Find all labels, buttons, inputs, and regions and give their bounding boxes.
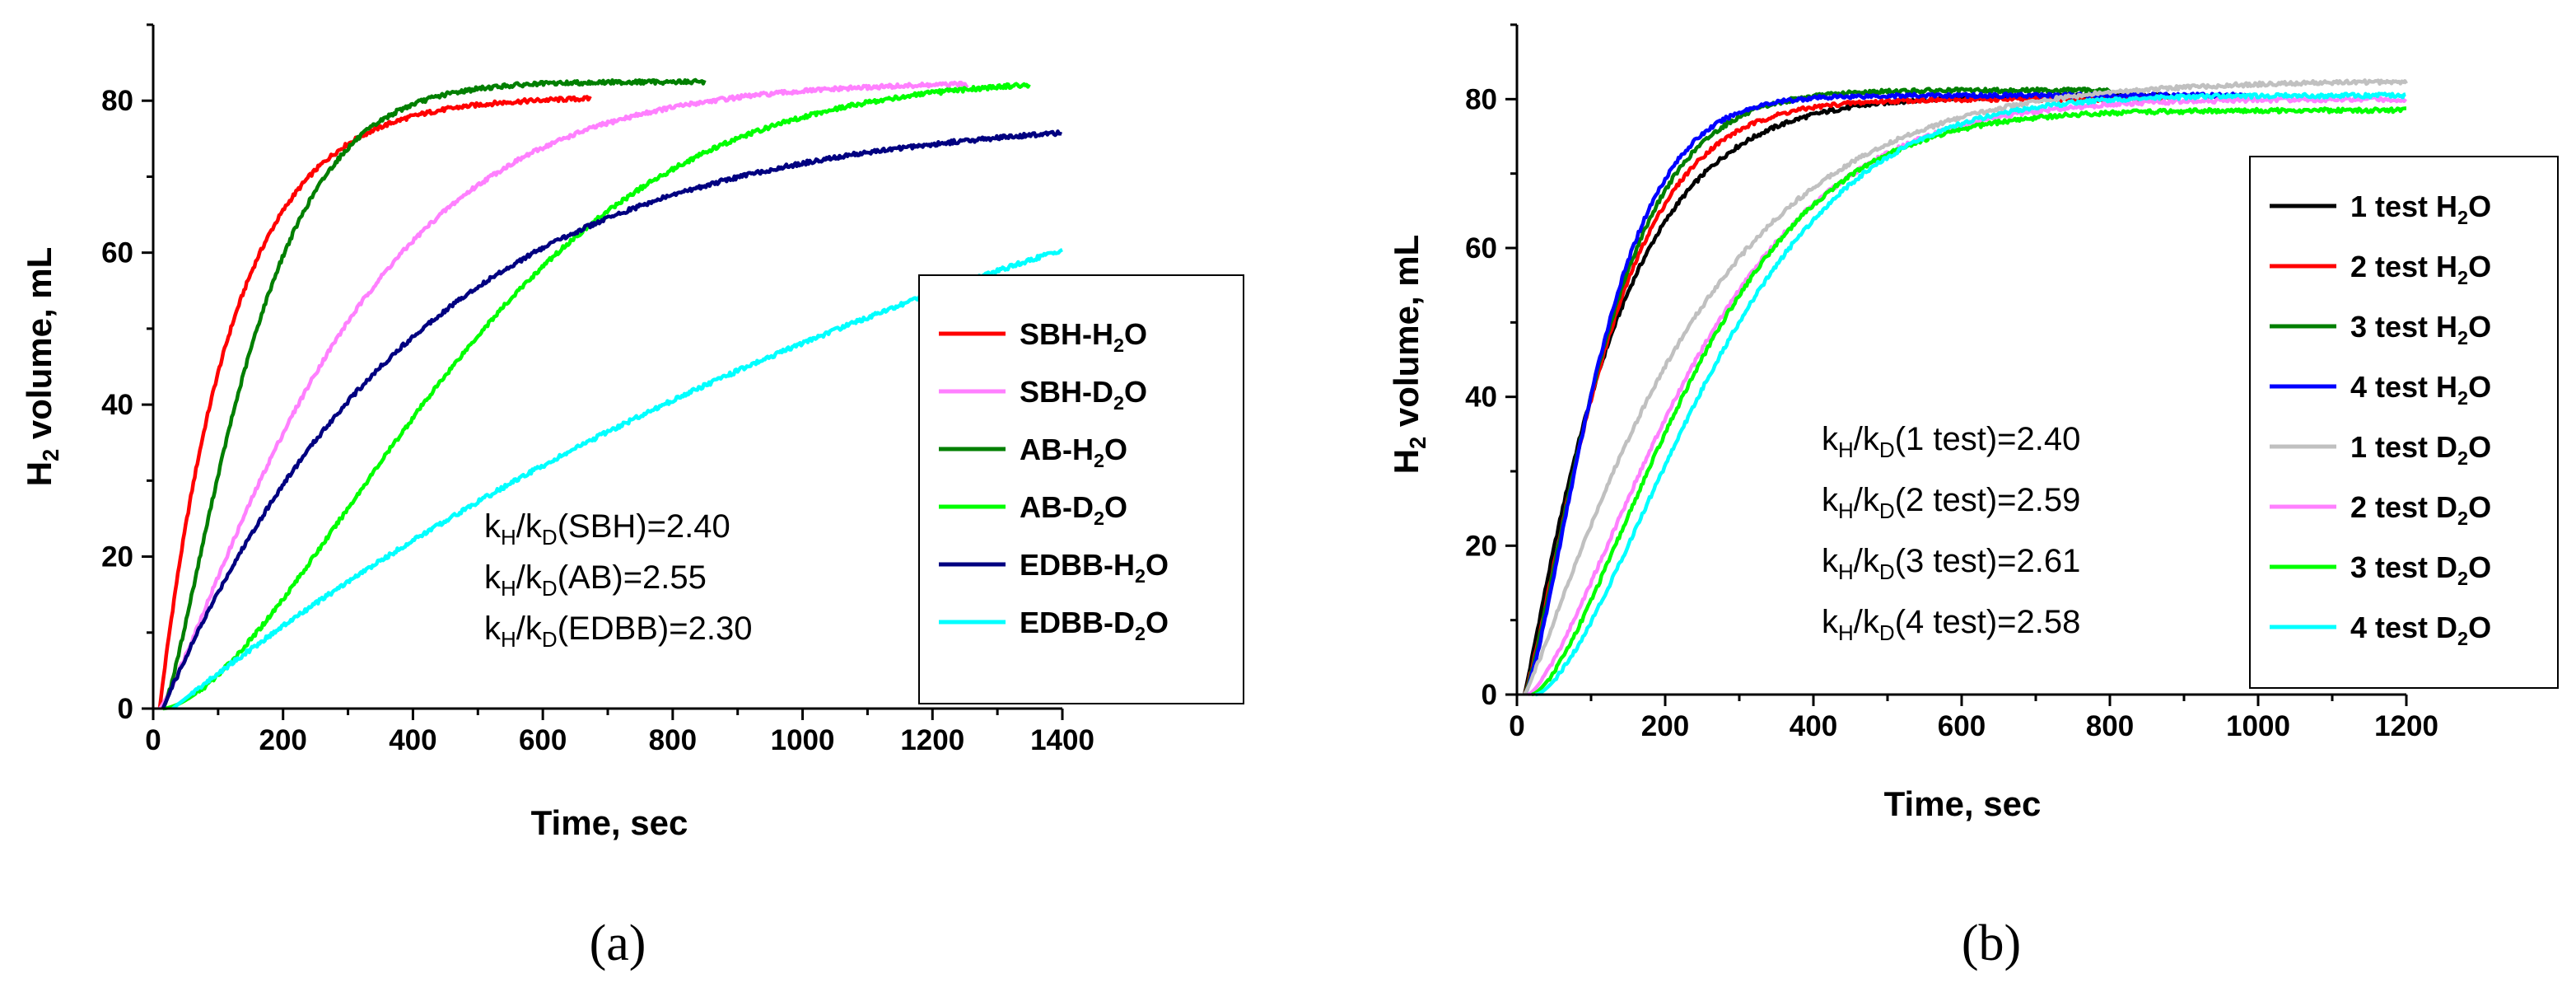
x-tick-label: 200 <box>1641 710 1689 742</box>
y-tick-label: 20 <box>1465 530 1497 562</box>
legend-entry-label: SBH-H2O <box>1020 317 1147 356</box>
legend-entry-label: AB-H2O <box>1020 433 1127 471</box>
legend-entry-label: 4 test H2O <box>2350 370 2491 409</box>
y-tick-label: 40 <box>101 389 133 421</box>
y-tick-label: 60 <box>1465 232 1497 264</box>
panel-label: (a) <box>590 915 646 971</box>
x-tick-label: 1200 <box>2374 710 2438 742</box>
x-tick-label: 800 <box>2086 710 2134 742</box>
y-tick-label: 60 <box>101 237 133 269</box>
legend-entry-label: 1 test H2O <box>2350 190 2491 228</box>
series-line-ab-d2o <box>162 82 1031 711</box>
chart-b: 0 200 400 600 800 1000 1200 0 20 40 60 80 Time, sec H… <box>1387 23 2559 971</box>
x-tick-label: 1000 <box>771 724 835 756</box>
x-tick-label: 400 <box>1790 710 1837 742</box>
legend-entry-label: 4 test D2O <box>2350 611 2491 649</box>
series-line-1-test-d2o <box>1523 78 2408 696</box>
legend-entry-label: SBH-D2O <box>1020 375 1147 414</box>
legend-entry-label: EDBB-H2O <box>1020 548 1169 587</box>
series-line-4-test-h2o <box>1523 91 2248 696</box>
x-tick-label: 1400 <box>1030 724 1094 756</box>
y-tick-label: 80 <box>1465 83 1497 115</box>
x-tick-label: 1200 <box>900 724 964 756</box>
legend-entry-label: 2 test H2O <box>2350 250 2491 288</box>
y-tick-label: 80 <box>101 85 133 117</box>
x-tick-label: 0 <box>145 724 161 756</box>
panel-label: (b) <box>1962 915 2021 971</box>
y-axis-label: H2 volume, mL <box>20 247 63 487</box>
legend-entry-label: 1 test D2O <box>2350 430 2491 469</box>
series-line-edbb-d2o <box>171 248 1063 710</box>
legend-entry-label: 2 test D2O <box>2350 490 2491 529</box>
kinetic-isotope-annotation: kH/kD(1 test)=2.40 <box>1822 421 2080 462</box>
x-tick-label: 1000 <box>2226 710 2290 742</box>
x-tick-label: 600 <box>519 724 567 756</box>
x-tick-label: 400 <box>389 724 436 756</box>
y-tick-label: 0 <box>118 693 133 725</box>
legend-entry-label: AB-D2O <box>1020 490 1127 529</box>
kinetic-isotope-annotation: kH/kD(4 test)=2.58 <box>1822 604 2080 645</box>
legend-box <box>918 274 1244 704</box>
x-axis-label: Time, sec <box>1884 784 2042 823</box>
series-line-3-test-d2o <box>1531 106 2407 697</box>
kinetic-isotope-annotation: kH/kD(SBH)=2.40 <box>484 508 730 550</box>
x-axis-label: Time, sec <box>531 803 688 842</box>
x-tick-label: 800 <box>649 724 697 756</box>
legend-box <box>2249 156 2559 689</box>
legend-entry-label: EDBB-D2O <box>1020 606 1169 644</box>
x-tick-label: 0 <box>1509 710 1524 742</box>
kinetic-isotope-annotation: kH/kD(3 test)=2.61 <box>1822 543 2080 584</box>
series-line-sbh-h2o <box>157 95 592 709</box>
kinetic-isotope-annotation: kH/kD(AB)=2.55 <box>484 559 707 601</box>
x-tick-label: 200 <box>259 724 307 756</box>
legend-entry-label: 3 test D2O <box>2350 550 2491 589</box>
y-axis-label: H2 volume, mL <box>1387 235 1430 475</box>
series-line-ab-h2o <box>161 77 707 710</box>
series-line-edbb-h2o <box>161 129 1062 709</box>
chart-a: 0 200 400 600 800 1000 1200 1400 0 20 40 60 80 Time, … <box>20 23 1244 971</box>
x-tick-label: 600 <box>1938 710 1986 742</box>
y-tick-label: 40 <box>1465 381 1497 414</box>
legend-entry-label: 3 test H2O <box>2350 310 2491 349</box>
series-line-sbh-d2o <box>158 80 969 710</box>
y-tick-label: 20 <box>101 541 133 573</box>
kinetic-isotope-annotation: kH/kD(2 test)=2.59 <box>1822 482 2080 523</box>
kinetic-isotope-annotation: kH/kD(EDBB)=2.30 <box>484 611 752 652</box>
y-tick-label: 0 <box>1482 679 1497 711</box>
series-line-4-test-d2o <box>1535 91 2406 697</box>
